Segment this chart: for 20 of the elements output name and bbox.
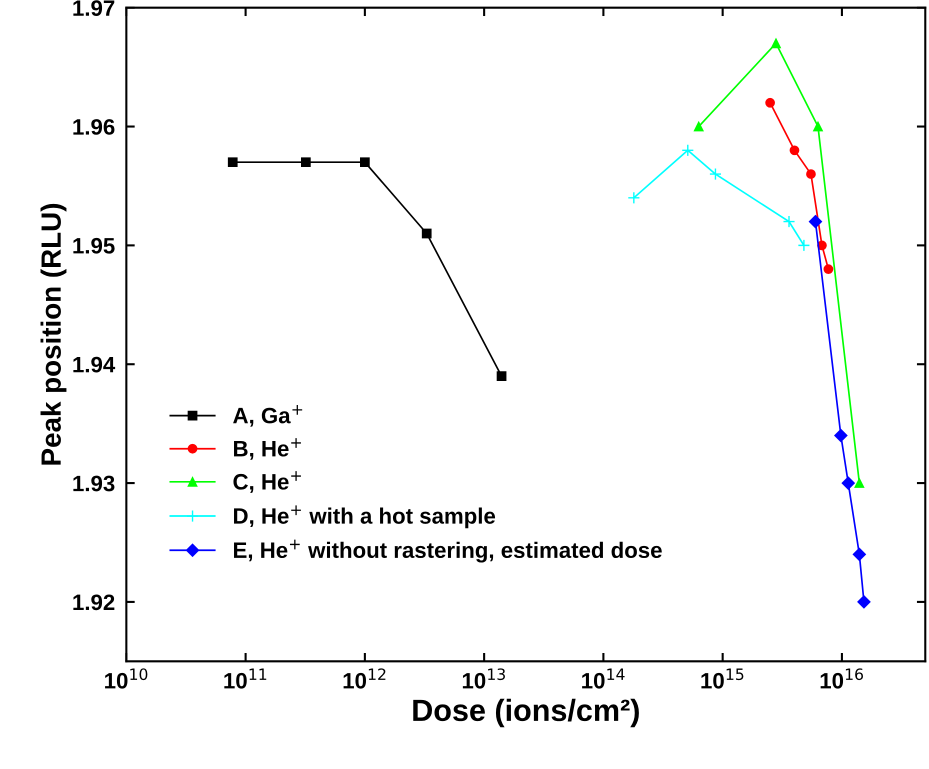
x-tick-label: 10$^{16}$ <box>820 668 863 689</box>
legend-label: B, He$^{+}$ <box>234 438 301 460</box>
y-tick-label: 1.94 <box>73 356 116 372</box>
legend-label: C, He$^{+}$ <box>233 471 301 493</box>
x-tick-label: 10$^{14}$ <box>582 668 625 689</box>
x-tick-label: 10$^{11}$ <box>224 668 266 689</box>
y-tick-label: 1.92 <box>73 594 114 610</box>
y-tick-label: 1.97 <box>73 0 114 16</box>
y-tick-label: 1.95 <box>73 238 115 254</box>
legend-label: D, He$^{+}$ with a hot sample <box>234 505 496 528</box>
x-tick-label: 10$^{10}$ <box>105 668 148 689</box>
legend-label: A, Ga$^{+}$ <box>233 404 302 427</box>
y-tick-label: 1.96 <box>73 119 114 135</box>
x-tick-label: 10$^{13}$ <box>462 668 505 689</box>
x-axis-title: Dose (ions/cm²) <box>413 698 639 728</box>
y-axis-title: Peak position (RLU) <box>40 204 66 465</box>
x-tick-label: 10$^{12}$ <box>344 668 386 689</box>
legend-label: E, He$^{+}$ without rastering, estimated dose <box>234 540 662 563</box>
x-tick-label: 10$^{15}$ <box>701 668 744 689</box>
y-tick-label: 1.93 <box>73 476 114 492</box>
